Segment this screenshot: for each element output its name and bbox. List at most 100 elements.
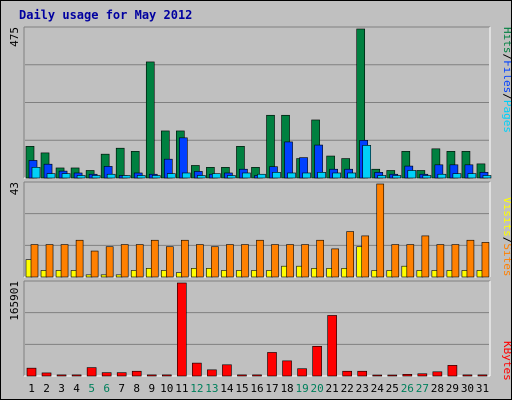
bar-sites — [181, 239, 189, 278]
x-tick-label: 23 — [356, 382, 369, 395]
bar-sites — [226, 244, 234, 278]
bar-kbytes — [131, 370, 142, 377]
x-tick-label: 5 — [88, 382, 95, 395]
bar-sites — [30, 244, 39, 278]
bar-sites — [256, 239, 264, 278]
bar-kbytes — [297, 368, 307, 377]
x-tick-label: 26 — [401, 382, 414, 395]
bar-sites — [286, 244, 294, 278]
bar-kbytes — [237, 374, 247, 377]
x-tick-label: 28 — [431, 382, 444, 395]
bar-pages — [467, 173, 477, 179]
axis-max-label: 475 — [8, 27, 21, 47]
x-tick-label: 27 — [416, 382, 429, 395]
bar-pages — [272, 172, 281, 179]
bar-sites — [196, 244, 204, 278]
bar-sites — [406, 244, 415, 278]
bar-sites — [90, 250, 99, 278]
legend-item: KBytes — [501, 341, 511, 381]
bar-pages — [106, 173, 116, 179]
axis-max-label: 43 — [8, 182, 21, 195]
bar-sites — [421, 235, 430, 278]
legend-item: Sites — [501, 243, 511, 276]
x-tick-label: 18 — [280, 382, 293, 395]
bar-sites — [45, 244, 54, 278]
bar-sites — [376, 183, 385, 278]
bar-pages — [422, 175, 432, 179]
x-tick-label: 6 — [103, 382, 110, 395]
bar-sites — [75, 239, 84, 278]
bar-pages — [407, 170, 417, 179]
bar-sites — [241, 244, 249, 278]
x-tick-label: 1 — [28, 382, 35, 395]
bar-sites — [481, 242, 490, 278]
bar-sites — [120, 244, 129, 278]
bar-pages — [31, 167, 41, 179]
bar-kbytes — [116, 372, 127, 377]
bar-kbytes — [327, 315, 337, 377]
bar-sites — [331, 248, 339, 278]
x-tick-label: 7 — [118, 382, 125, 395]
bar-kbytes — [192, 362, 202, 377]
bar-kbytes — [101, 372, 112, 377]
bar-sites — [451, 244, 460, 278]
bar-kbytes — [222, 364, 232, 377]
bar-kbytes — [252, 374, 262, 377]
bar-pages — [257, 173, 266, 179]
bar-kbytes — [312, 345, 322, 377]
bar-pages — [362, 145, 372, 179]
bar-kbytes — [402, 374, 413, 377]
x-tick-label: 10 — [160, 382, 173, 395]
x-tick-label: 30 — [461, 382, 474, 395]
bar-kbytes — [462, 374, 473, 377]
bar-kbytes — [387, 374, 398, 377]
bar-hits — [145, 61, 155, 179]
bar-pages — [61, 173, 71, 179]
bar-sites — [271, 244, 279, 278]
bar-sites — [301, 244, 309, 278]
x-tick-label: 22 — [341, 382, 354, 395]
x-tick-label: 29 — [446, 382, 459, 395]
x-tick-label: 12 — [190, 382, 203, 395]
x-tick-label: 16 — [250, 382, 263, 395]
legend-item: / — [501, 237, 511, 244]
bar-kbytes — [357, 370, 368, 377]
bar-pages — [136, 175, 146, 179]
bar-pages — [166, 173, 176, 179]
bar-kbytes — [56, 374, 67, 377]
x-tick-label: 21 — [326, 382, 339, 395]
x-tick-label: 15 — [235, 382, 248, 395]
bar-kbytes — [432, 371, 443, 377]
legend-label: Visits/Sites — [501, 197, 511, 277]
bar-files — [284, 141, 293, 179]
bar-pages — [46, 173, 56, 179]
bar-pages — [482, 175, 492, 179]
bar-pages — [76, 175, 86, 179]
x-tick-label: 25 — [386, 382, 399, 395]
bar-pages — [91, 175, 101, 179]
legend-item: / — [501, 54, 511, 61]
bar-sites — [346, 231, 354, 278]
x-tick-label: 24 — [371, 382, 385, 395]
x-tick-label: 2 — [43, 382, 50, 395]
bar-sites — [316, 239, 324, 278]
bar-kbytes — [26, 367, 37, 377]
x-tick-label: 8 — [133, 382, 140, 395]
bar-pages — [197, 175, 206, 179]
x-tick-label: 9 — [148, 382, 155, 395]
bar-kbytes — [207, 369, 217, 377]
bar-kbytes — [71, 374, 82, 377]
bar-kbytes — [342, 370, 352, 377]
x-tick-label: 14 — [220, 382, 234, 395]
bar-sites — [60, 244, 69, 278]
x-tick-label: 17 — [265, 382, 278, 395]
bar-kbytes — [477, 374, 488, 377]
bar-kbytes — [282, 360, 292, 377]
bar-hits — [115, 147, 125, 179]
axis-max-label: 165901 — [8, 281, 21, 321]
bar-kbytes — [417, 373, 428, 377]
bar-sites — [436, 244, 445, 278]
bar-sites — [211, 246, 219, 278]
bar-pages — [392, 175, 402, 179]
x-tick-label: 13 — [205, 382, 218, 395]
